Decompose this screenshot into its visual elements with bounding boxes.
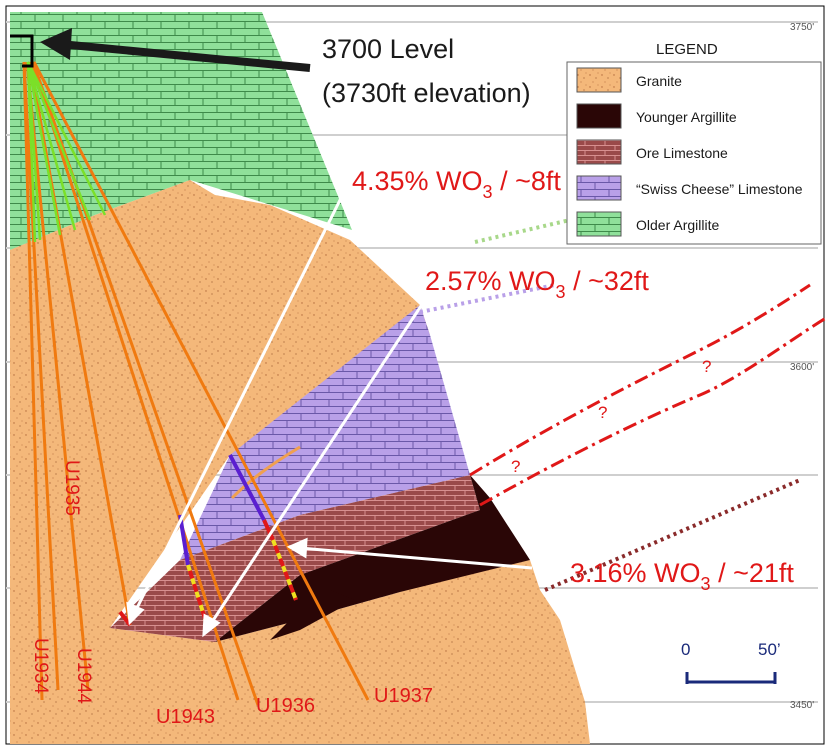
inferred-contacts — [469, 283, 827, 507]
intercept-label-3: 3.16% WO3 / ~21ft — [570, 558, 794, 594]
level-elevation: (3730ft elevation) — [322, 78, 531, 108]
drillhole-left — [22, 61, 44, 701]
intercept-segments — [118, 454, 298, 627]
scale-bar — [685, 672, 777, 684]
scale-start-label: 0 — [681, 640, 690, 659]
label-u1936: U1936 — [256, 695, 315, 717]
legend-swatch-ore-limestone — [576, 139, 622, 165]
elevation-label-top: 3750' — [790, 22, 814, 33]
younger-argillite-unit — [215, 475, 530, 642]
intercept-label-2: 2.57% WO3 / ~32ft — [425, 266, 649, 302]
scale-end-label: 50’ — [758, 640, 781, 659]
label-u1943: U1943 — [156, 706, 215, 728]
projection-lines — [419, 218, 801, 592]
legend: LEGEND Granite Younger Argillite Ore Lim… — [566, 41, 822, 245]
younger-argillite-sliver — [270, 590, 355, 640]
elevation-label-bottom: 3450' — [790, 700, 814, 711]
drillhole-u1944 — [25, 61, 90, 691]
legend-label-granite: Granite — [636, 73, 682, 89]
drillhole-u1935 — [28, 61, 132, 626]
legend-swatch-swiss-cheese — [576, 175, 622, 201]
label-u1935: U1935 — [61, 460, 82, 516]
elevation-label-middle: 3600' — [790, 362, 814, 373]
legend-title: LEGEND — [656, 41, 718, 58]
drillhole-u1934 — [22, 61, 60, 691]
question-mark-3: ? — [702, 357, 711, 376]
drillhole-u1943 — [30, 61, 240, 701]
legend-swatch-granite — [576, 67, 622, 93]
legend-label-younger-argillite: Younger Argillite — [636, 109, 737, 125]
legend-swatch-younger-argillite — [576, 103, 622, 129]
granite-dyke — [230, 445, 301, 500]
question-mark-1: ? — [511, 457, 520, 476]
granite-unit — [10, 180, 590, 744]
label-u1944: U1944 — [73, 648, 94, 704]
drillhole-u1937 — [32, 61, 370, 701]
legend-swatch-older-argillite — [576, 211, 622, 237]
intercept-arrows — [126, 189, 533, 638]
level-arrow — [40, 28, 311, 72]
intercept-label-1: 4.35% WO3 / ~8ft — [352, 166, 561, 202]
drillhole-fan — [26, 61, 107, 243]
legend-label-swiss-cheese: “Swiss Cheese” Limestone — [636, 181, 803, 197]
level-name: 3700 Level — [322, 34, 454, 64]
label-u1937: U1937 — [374, 685, 433, 707]
label-u1934: U1934 — [30, 638, 51, 694]
legend-label-older-argillite: Older Argillite — [636, 217, 719, 233]
older-argillite-unit — [10, 12, 352, 250]
legend-label-ore-limestone: Ore Limestone — [636, 145, 728, 161]
level-drift — [10, 34, 34, 68]
question-mark-2: ? — [598, 403, 607, 422]
